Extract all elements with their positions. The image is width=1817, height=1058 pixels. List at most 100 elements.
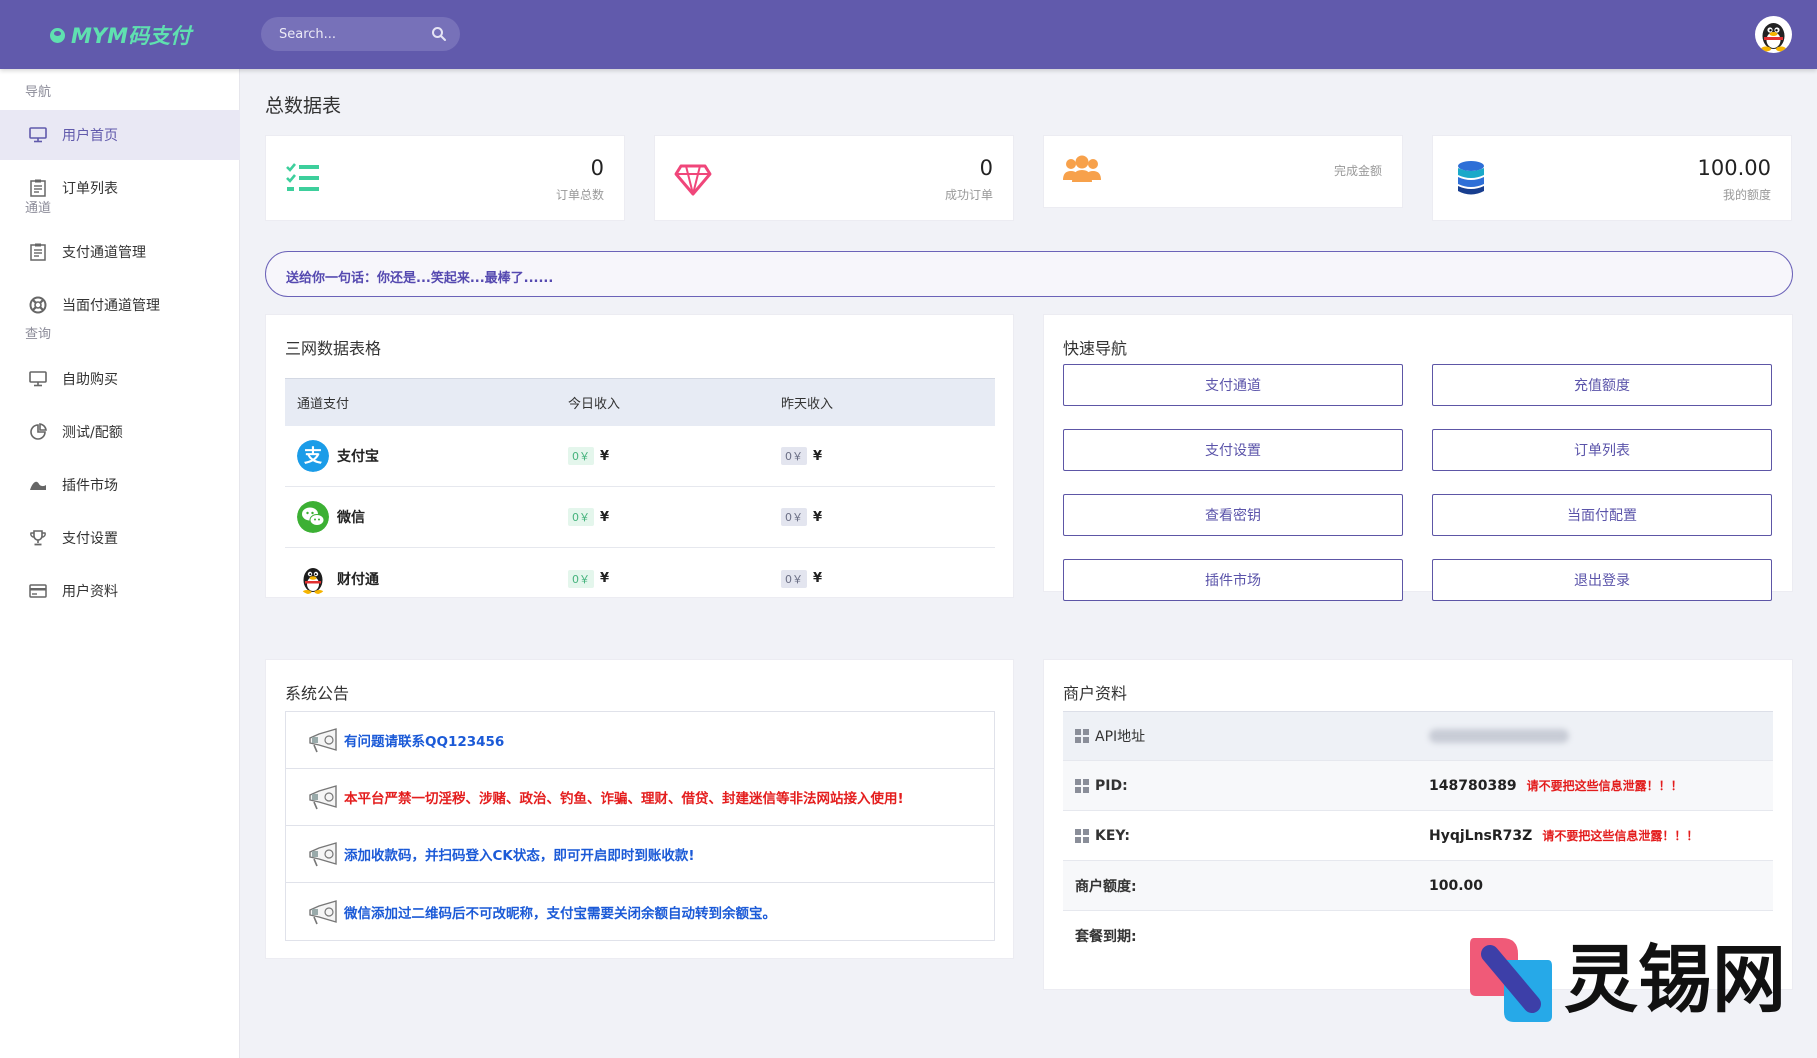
sidebar-section-nav: 导航 — [25, 85, 52, 100]
channel-name: 支付宝 — [337, 449, 379, 465]
today-income-badge: 0￥ — [568, 569, 594, 588]
merchant-row-key: KEY: HyqjLnsR73Z 请不要把这些信息泄露！！！ — [1063, 811, 1773, 861]
clipboard-icon — [28, 242, 48, 262]
currency-symbol: ¥ — [600, 448, 610, 464]
watermark-logo-icon — [1470, 938, 1552, 1022]
channel-data-table: 通道支付 今日收入 昨天收入 支 支付宝 0￥ ¥ 0￥ ¥ — [285, 378, 995, 609]
table-row: 支 支付宝 0￥ ¥ 0￥ ¥ — [285, 426, 995, 487]
sidebar-item-self-purchase[interactable]: 自助购买 — [0, 354, 240, 404]
search-input[interactable] — [279, 24, 419, 44]
channel-data-card: 三网数据表格 通道支付 今日收入 昨天收入 支 支付宝 0￥ ¥ 0￥ ¥ — [265, 314, 1014, 598]
sidebar-item-label: 测试/配额 — [62, 425, 123, 441]
quick-nav-view-key-button[interactable]: 查看密钥 — [1063, 494, 1403, 536]
sidebar-item-f2f-channel-management[interactable]: 当面付通道管理 — [0, 280, 240, 330]
merchant-row-quota: 商户额度: 100.00 — [1063, 861, 1773, 911]
quick-nav-logout-button[interactable]: 退出登录 — [1432, 559, 1772, 601]
merchant-info-table: API地址 PID: 148780389 请不要把这些信息泄露！！！ KEY: H… — [1063, 711, 1773, 961]
merchant-row-expiry: 套餐到期: — [1063, 911, 1773, 961]
yesterday-income-badge: 0￥ — [781, 447, 807, 465]
main-content: 总数据表 0 订单总数 0 成功订单 — [240, 69, 1817, 1058]
qq-penguin-icon — [302, 567, 324, 594]
top-header: MYM码支付 — [0, 0, 1817, 69]
stat-caption: 成功订单 — [944, 188, 993, 202]
quick-nav-card: 快速导航 支付通道 充值额度 支付设置 订单列表 查看密钥 当面付配置 插件市场… — [1043, 314, 1793, 601]
currency-symbol: ¥ — [600, 509, 610, 525]
sidebar-section-query: 查询 — [25, 327, 52, 342]
lifebuoy-icon — [28, 295, 48, 315]
search-box — [261, 17, 460, 51]
user-avatar[interactable] — [1755, 16, 1792, 53]
list-item: 本平台严禁一切淫秽、涉赌、政治、钓鱼、诈骗、理财、借贷、封建迷信等非法网站接入使… — [286, 769, 994, 826]
card-title: 三网数据表格 — [285, 339, 382, 358]
stat-value: 100.00 — [1697, 156, 1771, 180]
quick-nav-plugin-market-button[interactable]: 插件市场 — [1063, 559, 1403, 601]
sidebar-item-label: 订单列表 — [62, 181, 118, 197]
quota-value: 100.00 — [1429, 877, 1484, 894]
sidebar-item-label: 支付通道管理 — [62, 245, 146, 261]
sidebar-item-label: 支付设置 — [62, 531, 118, 547]
yesterday-income-badge: 0￥ — [781, 569, 807, 588]
qq-penguin-avatar-icon — [1761, 23, 1786, 52]
announcement-icon — [309, 899, 337, 924]
card-title: 快速导航 — [1063, 339, 1128, 358]
currency-symbol: ¥ — [813, 571, 823, 586]
users-icon — [1063, 155, 1101, 182]
today-income-badge: 0￥ — [568, 508, 594, 526]
card-title: 商户资料 — [1063, 684, 1128, 703]
wave-icon — [28, 475, 48, 495]
page-title: 总数据表 — [265, 95, 342, 117]
database-icon — [1458, 161, 1484, 195]
app-logo[interactable]: MYM码支付 — [50, 20, 191, 50]
sidebar-item-payment-settings[interactable]: 支付设置 — [0, 513, 240, 563]
announcement-icon — [309, 842, 337, 867]
grid-icon — [1075, 778, 1089, 793]
column-header: 今日收入 — [568, 397, 621, 412]
sidebar-section-channel: 通道 — [25, 201, 52, 216]
card-title: 系统公告 — [285, 684, 350, 703]
grid-icon — [1075, 828, 1089, 843]
merchant-key-label: PID: — [1095, 777, 1128, 794]
currency-symbol: ¥ — [813, 448, 823, 464]
sidebar-item-label: 用户首页 — [62, 128, 118, 144]
announcement-text: 添加收款码，并扫码登入CK状态，即可开启即时到账收款! — [344, 848, 695, 864]
sidebar-item-user-home[interactable]: 用户首页 — [0, 110, 240, 160]
sidebar: 导航 用户首页 订单列表 通道 支付通道管理 当面付通道管理 查询 自助购买 — [0, 69, 240, 1058]
quick-nav-recharge-quota-button[interactable]: 充值额度 — [1432, 364, 1772, 406]
channel-name: 财付通 — [337, 571, 379, 588]
clipboard-icon — [28, 178, 48, 198]
pie-chart-icon — [28, 422, 48, 442]
diamond-icon — [674, 164, 712, 196]
table-row: 财付通 0￥ ¥ 0￥ ¥ — [285, 548, 995, 609]
sidebar-item-test-quota[interactable]: 测试/配额 — [0, 407, 240, 457]
merchant-key-label: 商户额度: — [1075, 878, 1137, 895]
alipay-icon: 支 — [297, 440, 329, 472]
list-item: 添加收款码，并扫码登入CK状态，即可开启即时到账收款! — [286, 826, 994, 883]
sidebar-item-label: 用户资料 — [62, 584, 118, 600]
merchant-row-api: API地址 — [1063, 711, 1773, 761]
yesterday-income-badge: 0￥ — [781, 508, 807, 526]
list-item: 微信添加过二维码后不可改昵称，支付宝需要关闭余额自动转到余额宝。 — [286, 883, 994, 940]
merchant-key-label: 套餐到期: — [1075, 929, 1137, 945]
quick-nav-order-list-button[interactable]: 订单列表 — [1432, 429, 1772, 471]
announcement-icon — [309, 785, 337, 810]
stat-card-order-total: 0 订单总数 — [265, 135, 625, 221]
search-icon[interactable] — [431, 26, 447, 42]
stat-caption: 我的额度 — [1722, 188, 1771, 202]
stat-card-my-quota: 100.00 我的额度 — [1432, 135, 1792, 221]
sidebar-item-plugin-market[interactable]: 插件市场 — [0, 460, 240, 510]
watermark: 灵锡网 — [1468, 930, 1788, 1030]
pid-value: 148780389 — [1429, 777, 1517, 794]
key-value: HyqjLnsR73Z — [1429, 827, 1533, 844]
quick-nav-payment-channel-button[interactable]: 支付通道 — [1063, 364, 1403, 406]
sidebar-item-channel-management[interactable]: 支付通道管理 — [0, 227, 240, 277]
checklist-icon — [286, 163, 319, 191]
monitor-icon — [28, 125, 48, 145]
stat-value: 0 — [590, 156, 604, 180]
sidebar-item-order-list[interactable]: 订单列表 — [0, 163, 240, 213]
trophy-icon — [28, 528, 48, 548]
monitor-icon — [28, 369, 48, 389]
quick-nav-payment-settings-button[interactable]: 支付设置 — [1063, 429, 1403, 471]
announcement-list: 有问题请联系QQ123456 本平台严禁一切淫秽、涉赌、政治、钓鱼、诈骗、理财、… — [285, 711, 995, 941]
sidebar-item-user-profile[interactable]: 用户资料 — [0, 566, 240, 616]
quick-nav-f2f-config-button[interactable]: 当面付配置 — [1432, 494, 1772, 536]
